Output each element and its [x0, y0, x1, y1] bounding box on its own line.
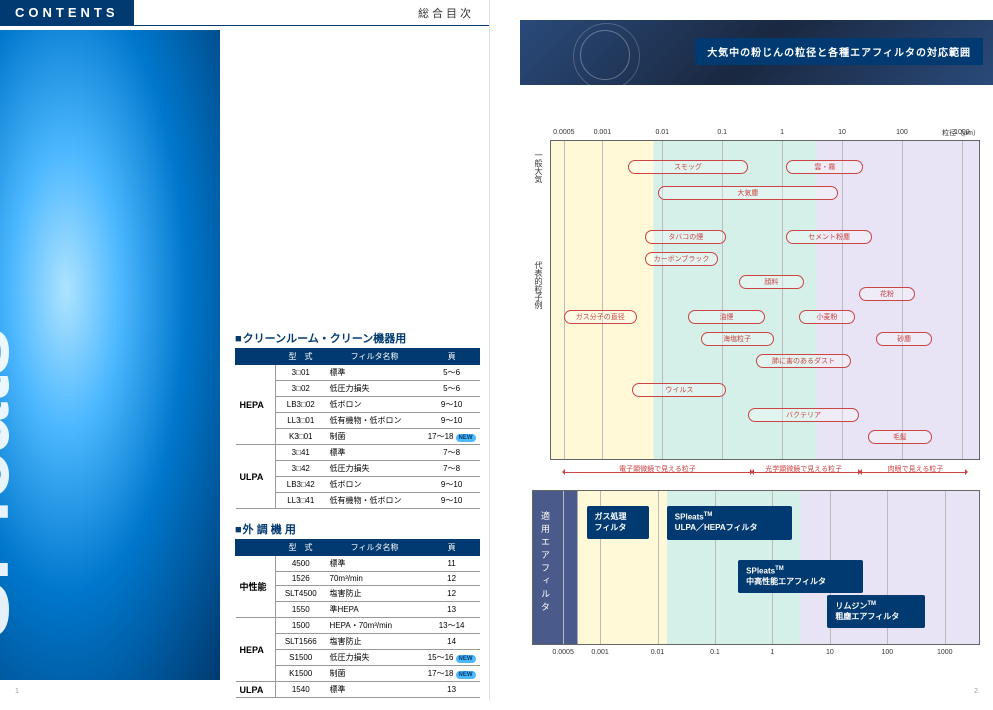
axis-tick: 0.0005: [553, 129, 574, 136]
particle-pill: 花粉: [859, 287, 915, 301]
axis-tick: 0.01: [655, 129, 669, 136]
particle-pill: 大気塵: [658, 186, 838, 200]
axis-tick: 0.1: [717, 129, 727, 136]
particle-pill: 顔料: [739, 275, 803, 289]
particle-pill: カーボンブラック: [645, 252, 718, 266]
table-row: 中性能4500標準11: [236, 556, 480, 572]
scope-label: 光学顕微鏡で見える粒子: [765, 464, 842, 474]
axis-tick: 100: [896, 129, 908, 136]
particle-pill: ウイルス: [632, 383, 726, 397]
table-row: ULPA1540標準13: [236, 682, 480, 698]
page-right: 大気中の粉じんの粒径と各種エアフィルタの対応範囲 粒径（μm） 一般大気 代表的…: [490, 0, 993, 701]
brand-logo: SPleatsTM: [0, 275, 30, 640]
table-row: HEPA3□01標準5～6: [236, 365, 480, 381]
subtitle: 総合目次: [418, 5, 474, 21]
axis-tick: 1000: [937, 649, 953, 656]
axis-tick: 0.0005: [552, 649, 573, 656]
right-title: 大気中の粉じんの粒径と各種エアフィルタの対応範囲: [695, 38, 983, 65]
axis-tick: 0.1: [710, 649, 720, 656]
particle-pill: セメント粉塵: [786, 230, 872, 244]
ylabel-2: 代表的粒子例: [533, 261, 544, 309]
filter-box: SPleatsTM中高性能エアフィルタ: [738, 560, 863, 593]
filter-ylabel: 適用エアフィルタ: [539, 511, 552, 615]
particle-pill: ガス分子の直径: [564, 310, 637, 324]
page-number-left: 1: [15, 688, 19, 695]
particle-pill: 油煙: [688, 310, 765, 324]
table-row: HEPA1500HEPA・70m³/min13～14: [236, 618, 480, 634]
particle-pill: タバコの煙: [645, 230, 726, 244]
contents-badge: CONTENTS: [0, 0, 134, 25]
axis-tick: 100: [881, 649, 893, 656]
axis-tick: 0.001: [594, 129, 612, 136]
particle-pill: 毛髪: [868, 430, 932, 444]
axis-tick: 10: [838, 129, 846, 136]
right-header: 大気中の粉じんの粒径と各種エアフィルタの対応範囲: [520, 20, 993, 85]
new-badge: NEW: [456, 671, 476, 679]
axis-tick: 1000: [954, 129, 970, 136]
filter-box: リムジンTM粗塵エアフィルタ: [827, 595, 925, 628]
section2-title: 外 調 機 用: [235, 521, 480, 537]
particle-chart: 粒径（μm） 一般大気 代表的粒子例 0.00050.0010.010.1110…: [550, 140, 980, 480]
page-number-right: 2: [974, 688, 978, 695]
table-section1: 型 式フィルタ名称頁HEPA3□01標準5～63□02低圧力損失5～6LB3□0…: [235, 348, 480, 509]
new-badge: NEW: [456, 434, 476, 442]
scope-label: 電子顕微鏡で見える粒子: [619, 464, 696, 474]
particle-pill: 砂塵: [876, 332, 932, 346]
particle-pill: 小麦粉: [799, 310, 855, 324]
particle-pill: 肺に害のあるダスト: [756, 354, 850, 368]
filter-box: ガス処理フィルタ: [587, 506, 649, 539]
section1-title: クリーンルーム・クリーン機器用: [235, 330, 480, 346]
new-badge: NEW: [456, 655, 476, 663]
scope-label: 肉眼で見える粒子: [888, 464, 944, 474]
particle-pill: 雲・霧: [786, 160, 863, 174]
axis-tick: 0.001: [591, 649, 609, 656]
particle-pill: 海塩粒子: [701, 332, 774, 346]
axis-tick: 10: [826, 649, 834, 656]
brand-background: SPleatsTM: [0, 30, 220, 680]
particle-pill: スモッグ: [628, 160, 748, 174]
filter-box: SPleatsTMULPA／HEPAフィルタ: [667, 506, 792, 539]
axis-tick: 1: [770, 649, 774, 656]
particle-pill: バクテリア: [748, 408, 859, 422]
axis-tick: 1: [780, 129, 784, 136]
axis-tick: 0.01: [651, 649, 665, 656]
ylabel-1: 一般大気: [533, 151, 544, 183]
table-row: ULPA3□41標準7～8: [236, 445, 480, 461]
page-left: CONTENTS 総合目次 SPleatsTM クリーンルーム・クリーン機器用 …: [0, 0, 490, 701]
table-section2: 型 式フィルタ名称頁中性能4500標準11152670m³/min12SLT45…: [235, 539, 480, 698]
filter-chart: 適用エアフィルタ 0.00050.0010.010.11101001000ガス処…: [532, 490, 980, 645]
